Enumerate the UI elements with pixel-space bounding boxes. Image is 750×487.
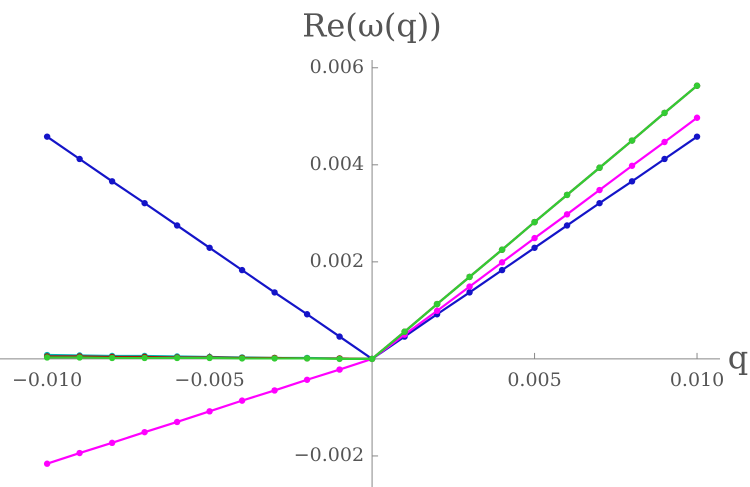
x-axis-label: q <box>728 339 748 377</box>
data-point <box>336 366 343 373</box>
data-point <box>43 133 51 140</box>
y-tick-label: −0.002 <box>294 444 364 466</box>
data-point <box>563 211 571 218</box>
data-point <box>303 355 311 362</box>
data-point <box>76 155 83 163</box>
data-point <box>531 218 538 226</box>
data-point <box>271 387 278 394</box>
data-point <box>173 222 181 229</box>
data-point <box>628 162 636 169</box>
data-point <box>693 82 701 89</box>
data-point <box>336 333 343 340</box>
data-point <box>238 266 246 274</box>
data-point <box>303 376 311 383</box>
data-point <box>498 266 506 274</box>
data-point <box>206 244 213 251</box>
data-point <box>596 186 603 194</box>
data-point <box>563 222 571 229</box>
data-point <box>76 449 83 457</box>
x-tick-label: −0.005 <box>174 369 244 391</box>
data-point <box>271 355 278 362</box>
data-point <box>498 259 506 266</box>
data-point <box>498 246 506 253</box>
data-point <box>401 328 408 335</box>
data-point <box>466 273 473 281</box>
data-point <box>141 199 148 207</box>
data-point <box>108 439 116 447</box>
data-point <box>563 191 571 199</box>
data-point <box>661 155 668 163</box>
data-point <box>661 138 668 146</box>
data-point <box>433 307 441 315</box>
data-point <box>173 354 181 362</box>
data-point <box>173 418 181 426</box>
data-point <box>206 354 213 362</box>
data-point <box>466 289 473 296</box>
data-point <box>693 133 701 140</box>
data-point <box>661 109 668 117</box>
data-point <box>531 244 538 251</box>
data-point <box>238 397 246 404</box>
data-point <box>693 114 701 121</box>
data-point <box>108 354 116 362</box>
chart-title: Re(ω(q)) <box>302 7 442 45</box>
data-point <box>141 354 148 362</box>
data-point <box>303 311 311 318</box>
y-tick-label: 0.002 <box>310 250 364 272</box>
y-tick-label: 0.004 <box>310 153 364 175</box>
data-point <box>238 355 246 362</box>
data-point <box>596 199 603 207</box>
data-point <box>531 234 538 242</box>
data-point <box>43 460 51 467</box>
data-point <box>336 355 343 363</box>
data-point <box>141 428 148 436</box>
data-point <box>43 354 51 361</box>
data-point <box>271 289 278 296</box>
data-point <box>433 300 441 308</box>
data-point <box>108 178 116 185</box>
data-point <box>628 178 636 185</box>
x-tick-label: 0.010 <box>670 369 724 391</box>
data-point <box>76 354 83 361</box>
data-point <box>628 137 636 144</box>
x-tick-label: 0.005 <box>507 369 561 391</box>
x-tick-label: −0.010 <box>12 369 82 391</box>
data-point <box>466 283 473 290</box>
data-point <box>206 408 213 415</box>
data-point <box>596 164 603 171</box>
y-tick-label: 0.006 <box>310 56 364 78</box>
data-point <box>368 355 376 363</box>
